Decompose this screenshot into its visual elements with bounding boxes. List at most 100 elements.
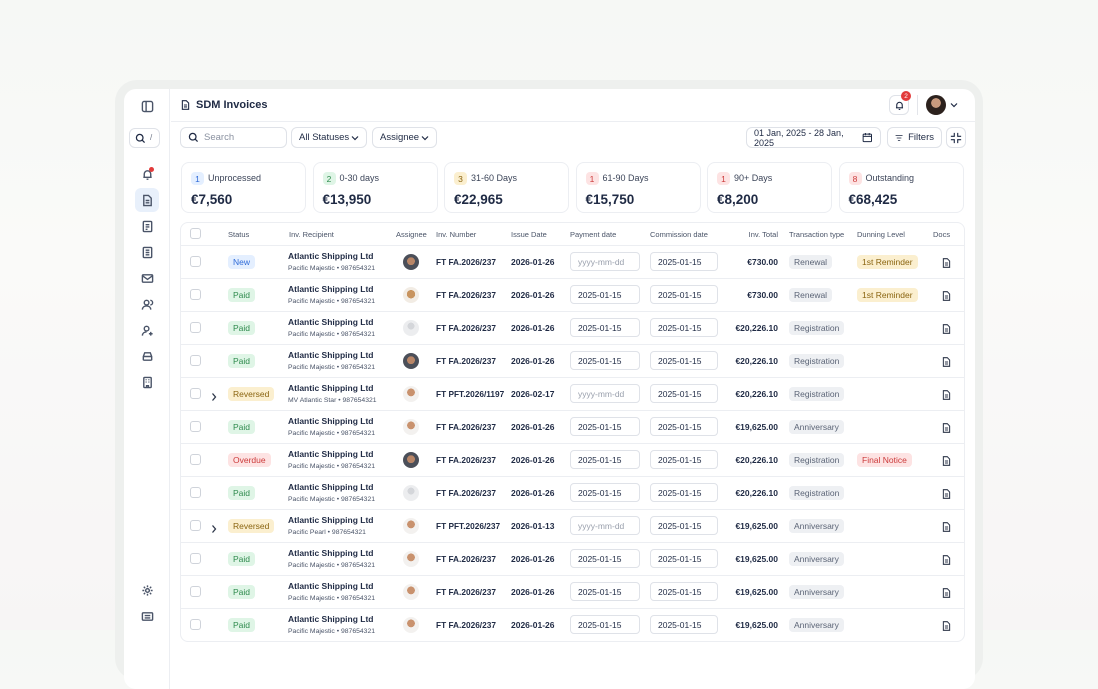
payment-date-input[interactable]: 2025-01-15 <box>570 417 640 436</box>
summary-card[interactable]: 1 61-90 Days €15,750 <box>575 162 701 213</box>
row-checkbox[interactable] <box>190 619 201 630</box>
nav-add-user[interactable] <box>135 318 159 342</box>
row-checkbox[interactable] <box>190 553 201 564</box>
fullscreen-button[interactable] <box>946 127 966 148</box>
assignee-avatar[interactable] <box>403 452 419 468</box>
document-icon[interactable] <box>941 355 953 367</box>
payment-date-input[interactable]: yyyy-mm-dd <box>570 252 640 271</box>
assignee-avatar[interactable] <box>403 419 419 435</box>
nav-mail[interactable] <box>135 266 159 290</box>
summary-card[interactable]: 8 Outstanding €68,425 <box>838 162 964 213</box>
assignee-avatar[interactable] <box>403 518 419 534</box>
payment-date-input[interactable]: 2025-01-15 <box>570 483 640 502</box>
assignee-avatar[interactable] <box>403 551 419 567</box>
notifications-button[interactable]: 2 <box>889 91 911 115</box>
row-checkbox[interactable] <box>190 421 201 432</box>
payment-date-input[interactable]: 2025-01-15 <box>570 351 640 370</box>
document-icon[interactable] <box>941 553 953 565</box>
payment-date-input[interactable]: yyyy-mm-dd <box>570 384 640 403</box>
assignee-avatar[interactable] <box>403 485 419 501</box>
assignee-avatar[interactable] <box>403 584 419 600</box>
commission-date-input[interactable]: 2025-01-15 <box>650 285 718 304</box>
payment-date-input[interactable]: 2025-01-15 <box>570 450 640 469</box>
commission-date-input[interactable]: 2025-01-15 <box>650 318 718 337</box>
commission-date-input[interactable]: 2025-01-15 <box>650 615 718 634</box>
assignee-avatar[interactable] <box>403 320 419 336</box>
commission-date-input[interactable]: 2025-01-15 <box>650 582 718 601</box>
nav-keyboard[interactable] <box>135 604 159 628</box>
table-row[interactable]: Paid Atlantic Shipping Ltd Pacific Majesti… <box>181 344 964 377</box>
nav-contacts[interactable] <box>135 292 159 316</box>
payment-date-input[interactable]: 2025-01-15 <box>570 285 640 304</box>
row-checkbox[interactable] <box>190 289 201 300</box>
document-icon[interactable] <box>941 322 953 334</box>
document-icon[interactable] <box>941 289 953 301</box>
commission-date-input[interactable]: 2025-01-15 <box>650 351 718 370</box>
table-row[interactable]: Paid Atlantic Shipping Ltd Pacific Majesti… <box>181 608 964 641</box>
document-icon[interactable] <box>941 256 953 268</box>
table-row[interactable]: Paid Atlantic Shipping Ltd Pacific Majesti… <box>181 311 964 344</box>
assignee-avatar[interactable] <box>403 353 419 369</box>
row-checkbox[interactable] <box>190 487 201 498</box>
document-icon[interactable] <box>941 586 953 598</box>
document-icon[interactable] <box>941 388 953 400</box>
date-range[interactable]: 01 Jan, 2025 - 28 Jan, 2025 <box>746 127 881 148</box>
payment-date-input[interactable]: 2025-01-15 <box>570 318 640 337</box>
expand-toggle[interactable] <box>210 521 222 533</box>
row-checkbox[interactable] <box>190 454 201 465</box>
table-row[interactable]: Paid Atlantic Shipping Ltd Pacific Majesti… <box>181 542 964 575</box>
commission-date-input[interactable]: 2025-01-15 <box>650 252 718 271</box>
document-icon[interactable] <box>941 520 953 532</box>
search-shortcut[interactable]: / <box>129 128 160 148</box>
commission-date-input[interactable]: 2025-01-15 <box>650 450 718 469</box>
row-checkbox[interactable] <box>190 355 201 366</box>
search-input[interactable]: Search <box>180 127 287 148</box>
commission-date-input[interactable]: 2025-01-15 <box>650 483 718 502</box>
commission-date-input[interactable]: 2025-01-15 <box>650 417 718 436</box>
row-checkbox[interactable] <box>190 388 201 399</box>
row-checkbox[interactable] <box>190 256 201 267</box>
document-icon[interactable] <box>941 619 953 631</box>
commission-date-input[interactable]: 2025-01-15 <box>650 384 718 403</box>
assignee-avatar[interactable] <box>403 287 419 303</box>
status-filter[interactable]: All Statuses <box>291 127 367 148</box>
payment-date-input[interactable]: 2025-01-15 <box>570 549 640 568</box>
table-row[interactable]: Paid Atlantic Shipping Ltd Pacific Majesti… <box>181 278 964 311</box>
nav-buildings[interactable] <box>135 370 159 394</box>
sidebar-toggle[interactable] <box>135 94 159 118</box>
table-row[interactable]: Overdue Atlantic Shipping Ltd Pacific Maje… <box>181 443 964 476</box>
nav-documents[interactable] <box>135 214 159 238</box>
summary-card[interactable]: 2 0-30 days €13,950 <box>312 162 438 213</box>
row-checkbox[interactable] <box>190 322 201 333</box>
assignee-avatar[interactable] <box>403 386 419 402</box>
nav-reports[interactable] <box>135 240 159 264</box>
assignee-avatar[interactable] <box>403 617 419 633</box>
table-row[interactable]: Paid Atlantic Shipping Ltd Pacific Majesti… <box>181 575 964 608</box>
table-row[interactable]: Paid Atlantic Shipping Ltd Pacific Majesti… <box>181 410 964 443</box>
nav-settings[interactable] <box>135 578 159 602</box>
assignee-filter[interactable]: Assignee <box>372 127 437 148</box>
commission-date-input[interactable]: 2025-01-15 <box>650 516 718 535</box>
summary-card[interactable]: 3 31-60 Days €22,965 <box>444 162 569 213</box>
document-icon[interactable] <box>941 421 953 433</box>
nav-vehicles[interactable] <box>135 344 159 368</box>
table-row[interactable]: Reversed Atlantic Shipping Ltd Pacific Pea… <box>181 509 964 542</box>
document-icon[interactable] <box>941 454 953 466</box>
row-checkbox[interactable] <box>190 586 201 597</box>
table-row[interactable]: New Atlantic Shipping Ltd Pacific Majestic… <box>181 245 964 278</box>
expand-toggle[interactable] <box>210 389 222 401</box>
document-icon[interactable] <box>941 487 953 499</box>
nav-invoices[interactable] <box>135 188 159 212</box>
filters-button[interactable]: Filters <box>887 127 942 148</box>
summary-card[interactable]: 1 90+ Days €8,200 <box>707 162 832 213</box>
commission-date-input[interactable]: 2025-01-15 <box>650 549 718 568</box>
summary-card[interactable]: 1 Unprocessed €7,560 <box>181 162 306 213</box>
user-avatar[interactable] <box>926 95 946 115</box>
table-row[interactable]: Paid Atlantic Shipping Ltd Pacific Majesti… <box>181 476 964 509</box>
nav-alerts[interactable] <box>135 162 159 186</box>
payment-date-input[interactable]: 2025-01-15 <box>570 615 640 634</box>
assignee-avatar[interactable] <box>403 254 419 270</box>
row-checkbox[interactable] <box>190 520 201 531</box>
payment-date-input[interactable]: 2025-01-15 <box>570 582 640 601</box>
table-row[interactable]: Reversed Atlantic Shipping Ltd MV Atlantic… <box>181 377 964 410</box>
